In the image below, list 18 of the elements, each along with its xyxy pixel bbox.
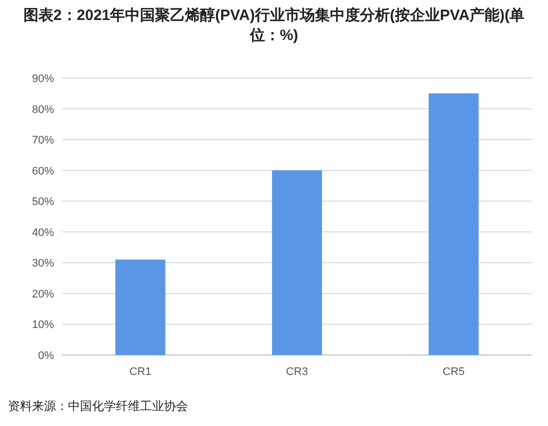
x-tick-label: CR1	[129, 366, 152, 378]
y-tick-label: 90%	[32, 73, 54, 85]
bar	[272, 170, 322, 355]
y-tick-label: 40%	[32, 226, 54, 239]
y-tick-label: 20%	[32, 288, 54, 300]
y-tick-label: 50%	[32, 196, 54, 208]
x-tick-label: CR5	[442, 366, 465, 378]
x-tick-label: CR3	[286, 366, 308, 378]
y-tick-label: 60%	[32, 165, 54, 178]
y-tick-label: 10%	[32, 319, 54, 332]
text: 资料来源：中国化学纤维工业协会	[8, 398, 188, 415]
y-tick-label: 80%	[32, 104, 54, 116]
y-tick-label: 30%	[32, 258, 54, 270]
title: 图表2：2021年中国聚乙烯醇(PVA)行业市场集中度分析(按企业PVA产能)(单位：%)	[22, 6, 526, 46]
bar	[428, 93, 479, 355]
y-tick-label: 70%	[32, 134, 54, 147]
y-tick-label: 0%	[38, 350, 54, 362]
bar	[115, 260, 166, 355]
